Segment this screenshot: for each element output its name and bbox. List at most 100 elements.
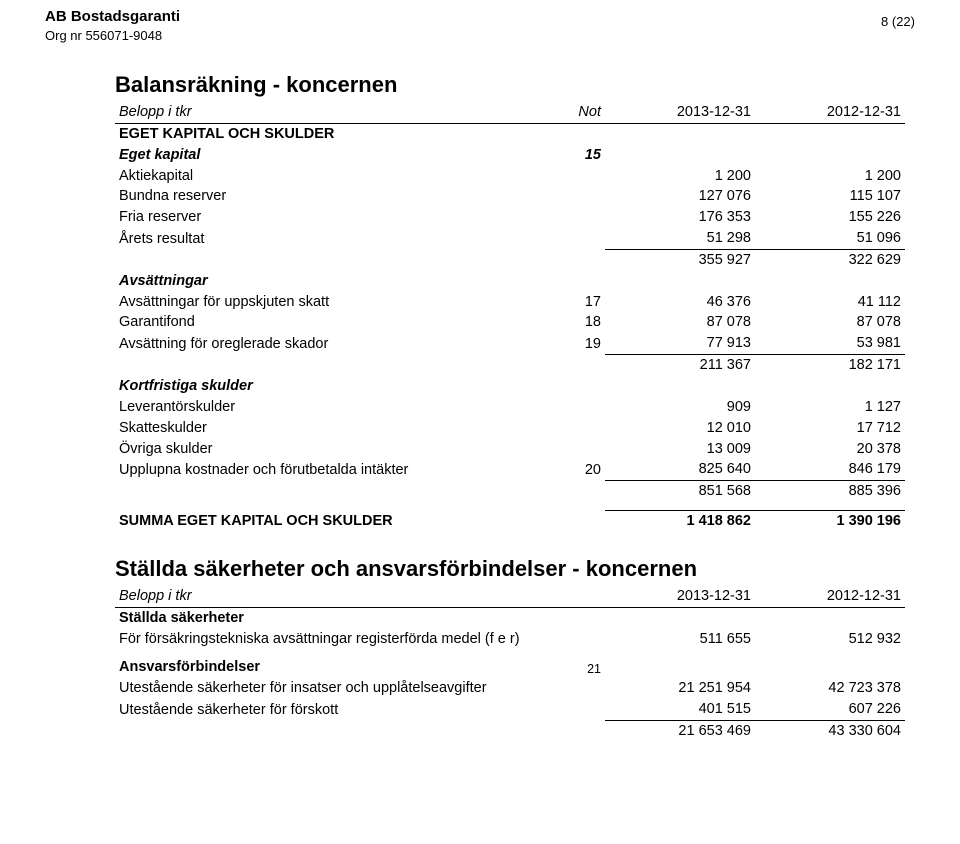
- section-label: EGET KAPITAL OCH SKULDER: [115, 123, 905, 144]
- pledges-table: Belopp i tkr 2013-12-31 2012-12-31 Ställ…: [115, 586, 905, 742]
- subsection-heading: Avsättningar: [115, 271, 905, 292]
- note-ref: [555, 418, 605, 439]
- table-row: Avsättning för oreglerade skador 19 77 9…: [115, 333, 905, 354]
- content-area: Balansräkning - koncernen Belopp i tkr N…: [115, 72, 905, 742]
- subsection-label: Kortfristiga skulder: [115, 376, 555, 397]
- row-label: Övriga skulder: [115, 439, 555, 460]
- value-y2: 41 112: [755, 292, 905, 313]
- value-y2: 53 981: [755, 333, 905, 354]
- col-not: Not: [555, 102, 605, 123]
- note-ref: 21: [555, 657, 605, 678]
- col-year2: 2012-12-31: [755, 586, 905, 607]
- table-header-row: Belopp i tkr Not 2013-12-31 2012-12-31: [115, 102, 905, 123]
- section-heading: EGET KAPITAL OCH SKULDER: [115, 123, 905, 144]
- row-label: Årets resultat: [115, 228, 555, 249]
- col-label: Belopp i tkr: [115, 586, 555, 607]
- subtotal-y2: 885 396: [755, 481, 905, 502]
- balance-sheet-title: Balansräkning - koncernen: [115, 72, 905, 98]
- row-label: Utestående säkerheter för insatser och u…: [115, 678, 555, 699]
- row-label: Upplupna kostnader och förutbetalda intä…: [115, 459, 555, 480]
- pledges-title: Ställda säkerheter och ansvarsförbindels…: [115, 556, 905, 582]
- subtotal-row: 851 568 885 396: [115, 481, 905, 502]
- row-label: Utestående säkerheter för förskott: [115, 699, 555, 720]
- value-y2: 51 096: [755, 228, 905, 249]
- value-y2: 155 226: [755, 207, 905, 228]
- table-row: Bundna reserver 127 076 115 107: [115, 186, 905, 207]
- grand-total-label: SUMMA EGET KAPITAL OCH SKULDER: [115, 511, 555, 532]
- header-orgnr: Org nr 556071-9048: [45, 28, 162, 43]
- page-container: AB Bostadsgaranti Org nr 556071-9048 8 (…: [0, 0, 960, 844]
- table-row: För försäkringstekniska avsättningar reg…: [115, 629, 905, 650]
- table-row: Aktiekapital 1 200 1 200: [115, 166, 905, 187]
- value-y1: 511 655: [605, 629, 755, 650]
- value-y2: 512 932: [755, 629, 905, 650]
- subtotal-y2: 322 629: [755, 249, 905, 270]
- grand-total-y2: 1 390 196: [755, 511, 905, 532]
- header-company: AB Bostadsgaranti: [45, 8, 180, 25]
- col-year1: 2013-12-31: [605, 586, 755, 607]
- subtotal-y2: 182 171: [755, 355, 905, 376]
- value-y2: 20 378: [755, 439, 905, 460]
- col-label: Belopp i tkr: [115, 102, 555, 123]
- table-row: Leverantörskulder 909 1 127: [115, 397, 905, 418]
- row-label: Avsättningar för uppskjuten skatt: [115, 292, 555, 313]
- value-y2: 607 226: [755, 699, 905, 720]
- subtotal-y1: 21 653 469: [605, 720, 755, 741]
- value-y1: 87 078: [605, 312, 755, 333]
- note-ref: [555, 629, 605, 650]
- table-row: Utestående säkerheter för förskott 401 5…: [115, 699, 905, 720]
- table-row: Fria reserver 176 353 155 226: [115, 207, 905, 228]
- value-y1: 51 298: [605, 228, 755, 249]
- value-y2: 1 200: [755, 166, 905, 187]
- value-y1: 909: [605, 397, 755, 418]
- row-label: Leverantörskulder: [115, 397, 555, 418]
- value-y1: 401 515: [605, 699, 755, 720]
- note-ref: [555, 166, 605, 187]
- section-label: Ställda säkerheter: [115, 607, 905, 628]
- table-row: Övriga skulder 13 009 20 378: [115, 439, 905, 460]
- table-row: Garantifond 18 87 078 87 078: [115, 312, 905, 333]
- row-label: För försäkringstekniska avsättningar reg…: [115, 629, 555, 650]
- subsection-label: Avsättningar: [115, 271, 555, 292]
- note-ref: [555, 228, 605, 249]
- note-ref: 19: [555, 333, 605, 354]
- value-y1: 46 376: [605, 292, 755, 313]
- value-y2: 87 078: [755, 312, 905, 333]
- section-heading: Ställda säkerheter: [115, 607, 905, 628]
- subtotal-y2: 43 330 604: [755, 720, 905, 741]
- table-header-row: Belopp i tkr 2013-12-31 2012-12-31: [115, 586, 905, 607]
- table-row: Upplupna kostnader och förutbetalda intä…: [115, 459, 905, 480]
- header-page-number: 8 (22): [881, 14, 915, 29]
- note-ref: [555, 397, 605, 418]
- value-y1: 77 913: [605, 333, 755, 354]
- value-y2: 115 107: [755, 186, 905, 207]
- subsection-heading: Kortfristiga skulder: [115, 376, 905, 397]
- subtotal-y1: 355 927: [605, 249, 755, 270]
- value-y2: 42 723 378: [755, 678, 905, 699]
- value-y2: 846 179: [755, 459, 905, 480]
- value-y1: 176 353: [605, 207, 755, 228]
- value-y1: 13 009: [605, 439, 755, 460]
- table-row: Avsättningar för uppskjuten skatt 17 46 …: [115, 292, 905, 313]
- col-year2: 2012-12-31: [755, 102, 905, 123]
- value-y1: 1 200: [605, 166, 755, 187]
- subtotal-y1: 211 367: [605, 355, 755, 376]
- row-label: Garantifond: [115, 312, 555, 333]
- note-ref: 18: [555, 312, 605, 333]
- col-year1: 2013-12-31: [605, 102, 755, 123]
- subsection-label: Eget kapital: [115, 145, 555, 166]
- subtotal-row: 355 927 322 629: [115, 249, 905, 270]
- section-heading: Ansvarsförbindelser 21: [115, 657, 905, 678]
- section-label: Ansvarsförbindelser: [115, 657, 555, 678]
- grand-total-y1: 1 418 862: [605, 511, 755, 532]
- note-ref: [555, 439, 605, 460]
- grand-total-row: SUMMA EGET KAPITAL OCH SKULDER 1 418 862…: [115, 511, 905, 532]
- subsection-heading: Eget kapital 15: [115, 145, 905, 166]
- value-y2: 17 712: [755, 418, 905, 439]
- value-y1: 127 076: [605, 186, 755, 207]
- table-row: Skatteskulder 12 010 17 712: [115, 418, 905, 439]
- note-ref: [555, 678, 605, 699]
- table-row: Årets resultat 51 298 51 096: [115, 228, 905, 249]
- value-y2: 1 127: [755, 397, 905, 418]
- subtotal-row: 211 367 182 171: [115, 355, 905, 376]
